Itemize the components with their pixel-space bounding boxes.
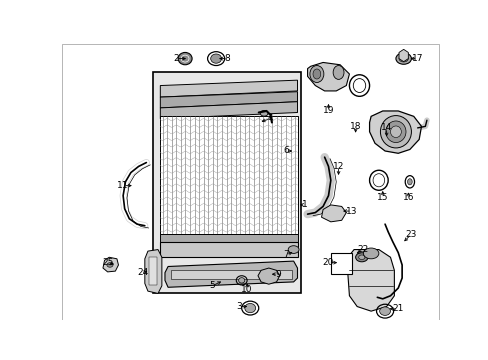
Text: 20: 20 <box>322 258 333 267</box>
Circle shape <box>260 111 267 116</box>
Polygon shape <box>164 261 297 287</box>
Text: 17: 17 <box>411 54 423 63</box>
Ellipse shape <box>210 54 221 63</box>
Bar <box>152 72 301 293</box>
Ellipse shape <box>312 69 320 79</box>
Text: 3: 3 <box>236 302 242 311</box>
Ellipse shape <box>238 278 244 283</box>
Ellipse shape <box>390 126 401 138</box>
Bar <box>160 242 297 257</box>
Bar <box>330 253 351 274</box>
Text: 21: 21 <box>392 304 403 313</box>
Polygon shape <box>258 268 279 284</box>
Polygon shape <box>103 257 118 272</box>
Text: 24: 24 <box>137 268 148 277</box>
Polygon shape <box>160 80 297 97</box>
Text: 12: 12 <box>332 162 344 171</box>
Ellipse shape <box>380 116 410 148</box>
Text: 9: 9 <box>275 270 281 279</box>
Text: 10: 10 <box>241 285 252 294</box>
Ellipse shape <box>363 248 378 259</box>
Ellipse shape <box>332 66 343 80</box>
Polygon shape <box>144 249 162 293</box>
Ellipse shape <box>379 307 390 315</box>
Text: 18: 18 <box>349 122 361 131</box>
Text: 22: 22 <box>357 245 368 254</box>
Polygon shape <box>160 92 297 108</box>
Polygon shape <box>321 205 346 222</box>
Polygon shape <box>398 49 407 62</box>
Circle shape <box>107 263 113 267</box>
Text: 1: 1 <box>302 201 307 210</box>
Circle shape <box>336 211 340 214</box>
Text: 11: 11 <box>117 181 129 190</box>
Text: 7: 7 <box>283 251 288 260</box>
Text: 25: 25 <box>102 258 113 267</box>
Polygon shape <box>160 102 297 119</box>
Text: 19: 19 <box>322 107 334 116</box>
Circle shape <box>395 53 410 64</box>
Ellipse shape <box>385 121 405 143</box>
Text: 16: 16 <box>402 193 413 202</box>
Polygon shape <box>307 62 349 91</box>
Text: 2: 2 <box>173 54 178 63</box>
Text: 6: 6 <box>283 147 288 156</box>
Polygon shape <box>369 111 421 153</box>
Ellipse shape <box>407 179 411 185</box>
Bar <box>160 234 297 242</box>
Ellipse shape <box>309 66 323 82</box>
Ellipse shape <box>178 53 192 65</box>
Bar <box>160 116 297 234</box>
Bar <box>148 257 157 285</box>
Text: 5: 5 <box>209 281 215 290</box>
Circle shape <box>398 55 407 62</box>
Ellipse shape <box>244 303 255 313</box>
Polygon shape <box>347 249 393 311</box>
Text: 23: 23 <box>405 230 416 239</box>
Bar <box>171 270 291 279</box>
Text: 4: 4 <box>267 114 273 123</box>
Circle shape <box>358 255 364 260</box>
Circle shape <box>264 273 272 279</box>
Circle shape <box>355 253 367 262</box>
Text: 14: 14 <box>380 123 391 132</box>
Text: 8: 8 <box>224 54 230 63</box>
Text: 15: 15 <box>376 193 387 202</box>
Text: 13: 13 <box>346 207 357 216</box>
Ellipse shape <box>287 246 299 253</box>
Circle shape <box>325 210 330 213</box>
